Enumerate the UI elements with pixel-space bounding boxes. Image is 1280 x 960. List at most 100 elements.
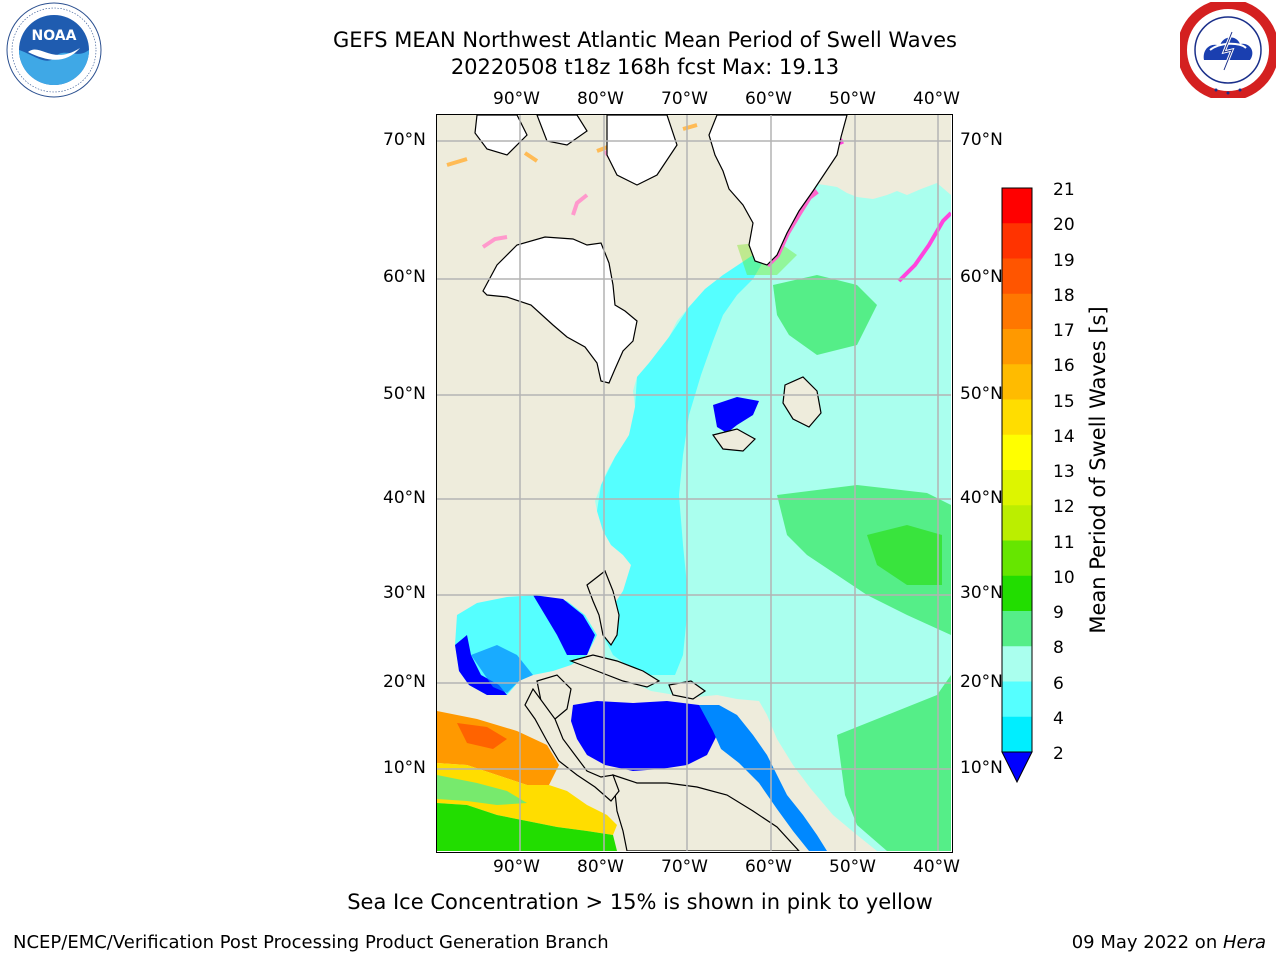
central-america [524, 687, 620, 802]
lat-tick-left-70: 70°N [383, 130, 426, 150]
gulf-mid-blue [471, 645, 533, 693]
colorbar-swatch [1002, 329, 1032, 365]
colorbar-tick-label: 6 [1053, 673, 1064, 694]
south-america-north [612, 774, 801, 852]
footer-credit: NCEP/EMC/Verification Post Processing Pr… [13, 932, 609, 953]
national-weather-service-logo [1177, 0, 1279, 101]
arctic-islands [474, 115, 678, 186]
swell-period-field [437, 123, 952, 851]
lat-tick-right-20: 20°N [960, 672, 1003, 692]
colorbar-swatch [1002, 364, 1032, 400]
colorbar-tick-label: 17 [1053, 321, 1075, 341]
noaa-logo-text: NOAA [32, 28, 77, 44]
lat-tick-left-20: 20°N [383, 672, 426, 692]
colorbar-tick-label: 18 [1053, 285, 1075, 306]
colorbar-tick-label: 16 [1053, 356, 1075, 377]
colorbar-tick-label: 2 [1053, 744, 1064, 764]
pacific-lightgreen [437, 775, 527, 805]
colorbar-swatch [1002, 681, 1032, 718]
gulf-blue-east [533, 595, 595, 655]
lon-tick-bottom-6: 40°W [913, 857, 960, 877]
map-subtitle: 20220508 t18z 168h fcst Max: 19.13 [450, 55, 840, 79]
colorbar-swatch [1002, 223, 1032, 259]
land-features [474, 115, 848, 852]
lon-tick-bottom-1: 90°W [493, 857, 540, 877]
colorbar-tick-label: 20 [1053, 215, 1075, 236]
newfoundland [782, 376, 822, 428]
colorbar-tick-label: 15 [1053, 391, 1075, 412]
colorbar-tick-label: 12 [1053, 497, 1075, 518]
lat-tick-left-40: 40°N [383, 488, 426, 508]
lat-tick-right-60: 60°N [960, 267, 1003, 287]
pacific-red [457, 723, 507, 749]
swell-green-east [777, 485, 951, 635]
colorbar-swatch [1002, 293, 1032, 330]
footer-date-text: 09 May 2022 on [1071, 932, 1223, 953]
colorbar-ticks: 21 20 19 18 17 16 15 14 13 12 11 10 9 8 6 4 2 [1053, 180, 1093, 770]
colorbar-swatch [1002, 611, 1032, 647]
nova-scotia [711, 428, 756, 452]
sea-ice-east-greenland [897, 211, 952, 283]
lat-tick-right-70: 70°N [960, 130, 1003, 150]
colorbar-label: Mean Period of Swell Waves [s] [1086, 306, 1110, 634]
caribbean-sea [571, 701, 717, 771]
colorbar-tick-label: 4 [1053, 708, 1064, 729]
lat-tick-left-60: 60°N [383, 267, 426, 287]
colorbar-tick-label: 13 [1053, 462, 1075, 482]
lat-tick-right-30: 30°N [960, 583, 1003, 603]
colorbar-swatches [1001, 187, 1033, 784]
lon-tick-bottom-3: 70°W [661, 857, 708, 877]
colorbar-tick-label: 8 [1053, 638, 1064, 659]
lon-tick-top-5: 50°W [829, 89, 876, 109]
colorbar-swatch [1002, 646, 1032, 682]
colorbar-swatch [1002, 505, 1032, 541]
swell-darkgreen [867, 525, 942, 585]
colorbar-swatch [1002, 258, 1032, 295]
colorbar [1000, 186, 1036, 786]
colorbar-outline [1001, 187, 1033, 753]
colorbar-tick-label: 14 [1053, 426, 1075, 447]
lon-tick-top-6: 40°W [913, 89, 960, 109]
colorbar-swatch [1002, 188, 1032, 224]
lon-tick-bottom-2: 80°W [577, 857, 624, 877]
lat-tick-right-40: 40°N [960, 488, 1003, 508]
greenland [708, 115, 848, 266]
lat-tick-left-50: 50°N [383, 384, 426, 404]
sea-ice-note: Sea Ice Concentration > 15% is shown in … [347, 890, 933, 914]
colorbar-swatch [1002, 575, 1032, 612]
shelf-zone [597, 195, 787, 675]
colorbar-swatch [1002, 399, 1032, 436]
lat-tick-left-30: 30°N [383, 583, 426, 603]
colorbar-tick-label: 11 [1053, 532, 1075, 553]
lon-tick-bottom-4: 60°W [745, 857, 792, 877]
swell-green-south [837, 675, 951, 851]
colorbar-tick-label: 21 [1053, 180, 1075, 200]
hudson-bay [482, 236, 638, 384]
footer-date: 09 May 2022 on Hera [1072, 932, 1266, 953]
noaa-logo: NOAA [6, 2, 102, 98]
map-canvas [437, 115, 952, 852]
colorbar-tick-label: 9 [1053, 603, 1064, 623]
lon-tick-top-1: 90°W [493, 89, 540, 109]
footer-host: Hera [1222, 932, 1266, 953]
lat-tick-left-10: 10°N [383, 758, 426, 778]
caribbean-edge [699, 705, 827, 851]
pacific-yellow [437, 763, 617, 835]
pacific-green [437, 803, 617, 851]
colorbar-swatch [1002, 434, 1032, 471]
colorbar-tick-label: 10 [1053, 567, 1075, 588]
map-panel [436, 114, 953, 853]
colorbar-swatch [1002, 470, 1032, 506]
gulf-blue-west [455, 635, 507, 695]
colorbar-swatch [1002, 540, 1032, 577]
lon-tick-bottom-5: 50°W [829, 857, 876, 877]
gulf-of-st-lawrence-blue [713, 397, 759, 433]
lat-tick-right-10: 10°N [960, 758, 1003, 778]
colorbar-swatch [1002, 716, 1032, 753]
lat-tick-right-50: 50°N [960, 384, 1003, 404]
swell-green-north [773, 275, 877, 355]
sea-ice-arctic [446, 123, 698, 167]
florida [586, 570, 620, 647]
cuba [569, 654, 661, 688]
colorbar-tick-label: 19 [1053, 250, 1075, 271]
